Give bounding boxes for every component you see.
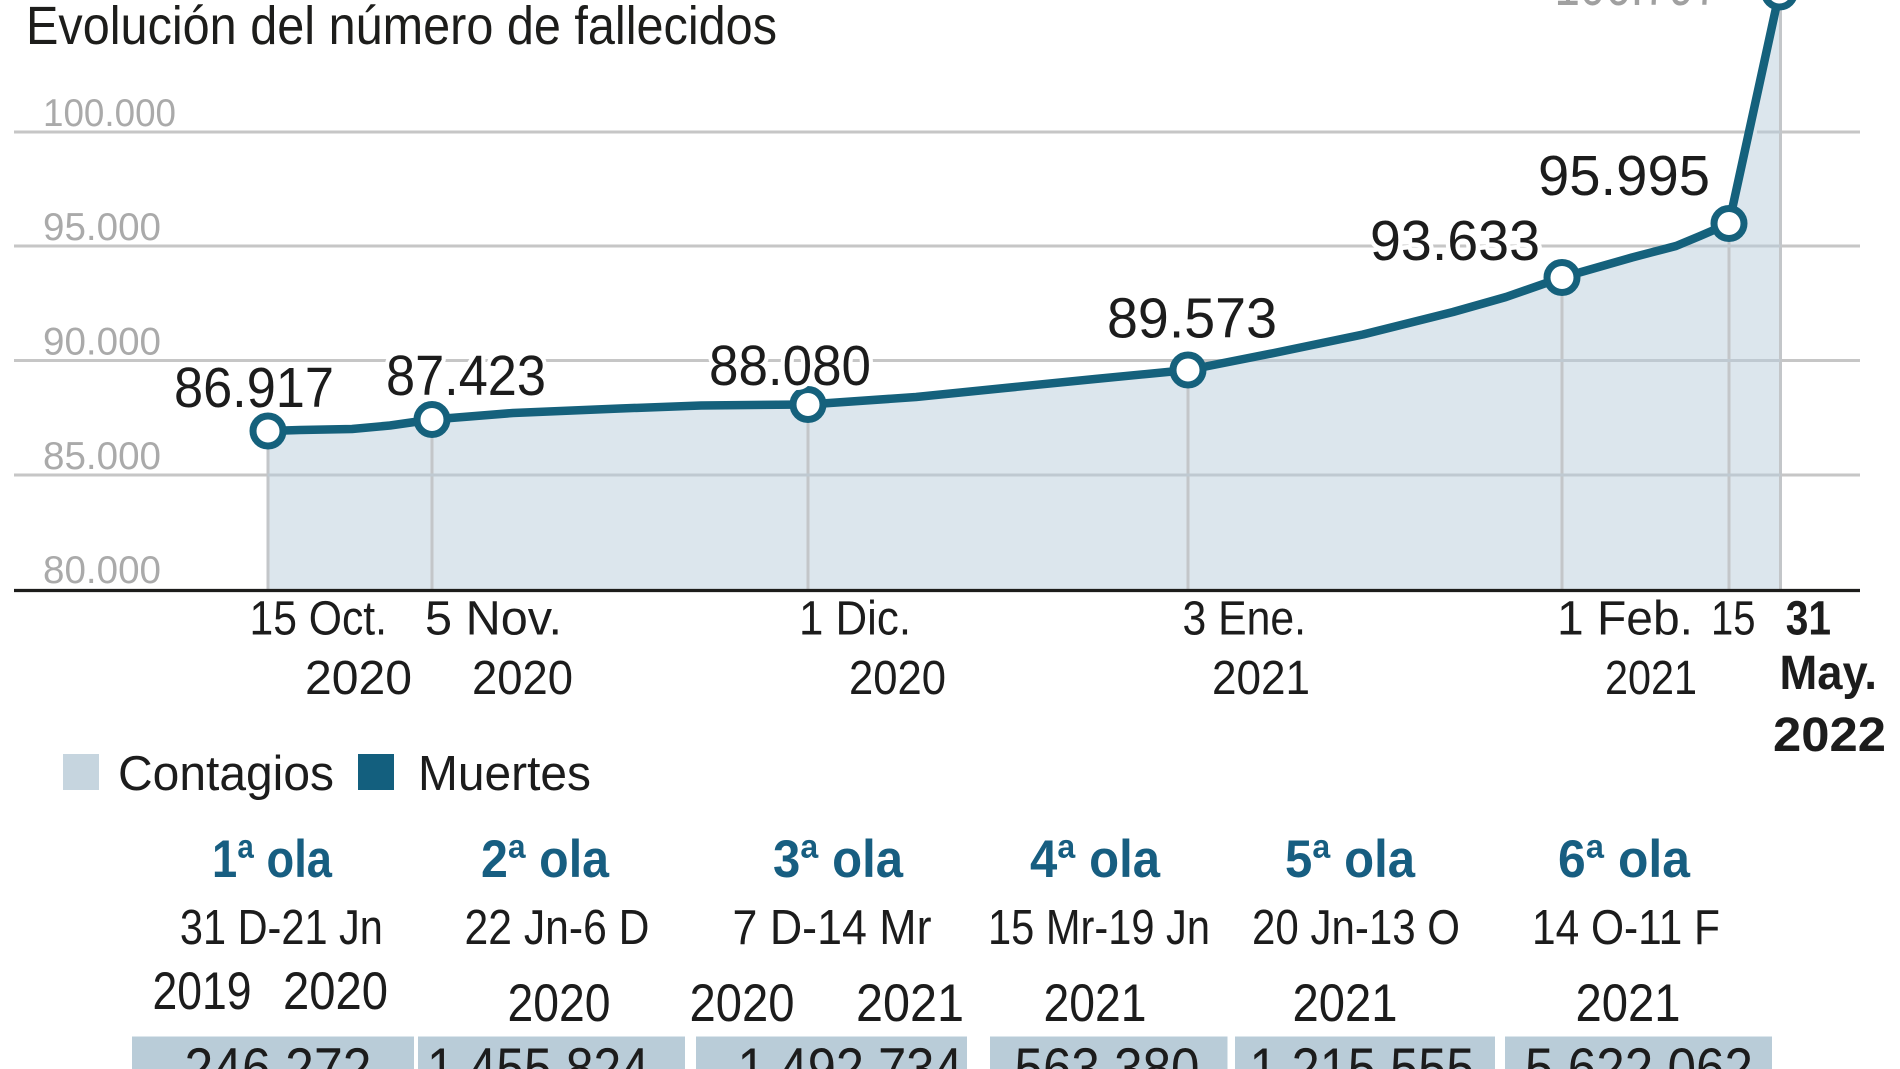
svg-text:1.215.555: 1.215.555 [1250, 1037, 1475, 1069]
svg-text:2022: 2022 [1773, 709, 1886, 762]
svg-text:95.995: 95.995 [1538, 144, 1710, 208]
svg-text:5.622.062: 5.622.062 [1525, 1037, 1753, 1069]
svg-text:20 Jn-13 O: 20 Jn-13 O [1252, 901, 1460, 955]
svg-text:15 Mr-19 Jn: 15 Mr-19 Jn [988, 901, 1210, 955]
svg-text:2020: 2020 [472, 652, 573, 705]
svg-text:80.000: 80.000 [43, 549, 161, 592]
svg-text:Contagios: Contagios [118, 747, 334, 801]
svg-text:2020: 2020 [283, 962, 388, 1021]
svg-text:87.423: 87.423 [386, 344, 546, 408]
svg-text:15: 15 [1711, 593, 1756, 646]
svg-text:100.000: 100.000 [43, 92, 176, 135]
svg-text:31: 31 [1786, 593, 1831, 646]
svg-text:95.000: 95.000 [43, 206, 161, 249]
svg-text:1.455.824: 1.455.824 [427, 1037, 649, 1069]
svg-text:1 Feb.: 1 Feb. [1557, 593, 1693, 646]
svg-text:2019: 2019 [153, 962, 252, 1021]
svg-text:3ª ola: 3ª ola [773, 830, 903, 889]
svg-text:1 Dic.: 1 Dic. [799, 593, 911, 646]
svg-text:106.797: 106.797 [1555, 0, 1720, 18]
svg-text:2020: 2020 [508, 974, 611, 1033]
svg-text:7 D-14 Mr: 7 D-14 Mr [733, 901, 932, 955]
svg-text:15 Oct.: 15 Oct. [250, 593, 388, 646]
svg-text:2ª ola: 2ª ola [481, 830, 609, 889]
svg-text:Evolución del número de fallec: Evolución del número de fallecidos [26, 0, 777, 56]
svg-text:2021: 2021 [1044, 974, 1147, 1033]
svg-text:86.917: 86.917 [174, 356, 334, 420]
svg-text:93.633: 93.633 [1370, 209, 1540, 273]
svg-text:563.380: 563.380 [1015, 1037, 1200, 1069]
svg-text:1ª ola: 1ª ola [212, 830, 332, 889]
svg-text:2021: 2021 [1212, 652, 1310, 705]
svg-text:4ª ola: 4ª ola [1030, 830, 1160, 889]
svg-text:2021: 2021 [1576, 974, 1681, 1033]
svg-text:3 Ene.: 3 Ene. [1183, 593, 1307, 646]
svg-text:2020: 2020 [690, 974, 795, 1033]
svg-text:2020: 2020 [849, 652, 946, 705]
svg-text:2021: 2021 [1605, 652, 1697, 705]
svg-text:246.272: 246.272 [185, 1037, 372, 1069]
svg-text:May.: May. [1780, 647, 1878, 700]
svg-text:5ª ola: 5ª ola [1285, 830, 1415, 889]
svg-text:88.080: 88.080 [709, 334, 871, 398]
svg-text:2021: 2021 [856, 974, 964, 1033]
svg-text:89.573: 89.573 [1107, 287, 1277, 351]
svg-text:22 Jn-6 D: 22 Jn-6 D [465, 901, 650, 955]
svg-text:2021: 2021 [1293, 974, 1398, 1033]
svg-text:90.000: 90.000 [43, 321, 161, 364]
svg-text:31 D-21 Jn: 31 D-21 Jn [180, 901, 383, 955]
svg-text:5 Nov.: 5 Nov. [425, 593, 562, 646]
svg-text:2020: 2020 [305, 652, 412, 705]
svg-text:85.000: 85.000 [43, 435, 161, 478]
svg-text:Muertes: Muertes [418, 747, 591, 801]
svg-text:6ª ola: 6ª ola [1558, 830, 1690, 889]
svg-text:1.492.734: 1.492.734 [738, 1037, 963, 1069]
svg-text:14 O-11 F: 14 O-11 F [1532, 901, 1720, 955]
